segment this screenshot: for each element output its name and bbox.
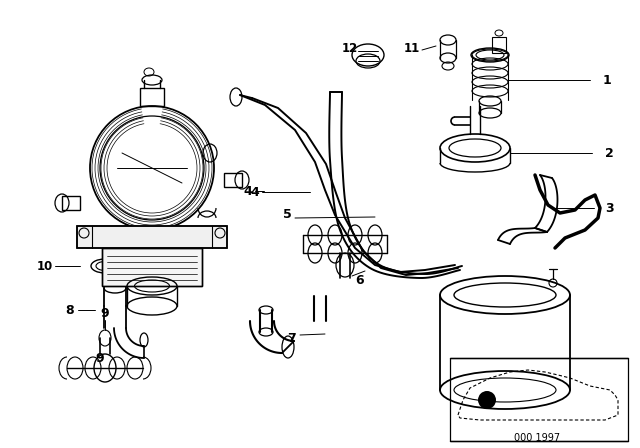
Text: 9: 9 <box>100 306 109 319</box>
Bar <box>113 262 125 270</box>
Text: 11: 11 <box>404 42 420 55</box>
Bar <box>224 173 242 187</box>
Text: 000 1997: 000 1997 <box>514 433 560 443</box>
Bar <box>77 226 227 248</box>
Bar <box>140 88 164 106</box>
Text: 9: 9 <box>96 352 104 365</box>
Text: 2: 2 <box>605 146 613 159</box>
Text: 12: 12 <box>342 42 358 55</box>
Text: 3: 3 <box>605 202 613 215</box>
Bar <box>450 358 628 441</box>
Bar <box>62 196 80 210</box>
Bar <box>102 248 202 286</box>
Circle shape <box>478 391 496 409</box>
Bar <box>492 37 506 53</box>
Bar <box>102 248 202 286</box>
Text: 1: 1 <box>603 73 611 86</box>
Text: 10: 10 <box>37 259 53 272</box>
Text: 5: 5 <box>283 207 291 220</box>
Bar <box>77 226 227 248</box>
Text: 7: 7 <box>287 332 296 345</box>
Text: 4: 4 <box>244 185 252 198</box>
Text: 6: 6 <box>356 273 364 287</box>
Text: 4: 4 <box>251 185 259 198</box>
Text: 8: 8 <box>66 303 74 316</box>
